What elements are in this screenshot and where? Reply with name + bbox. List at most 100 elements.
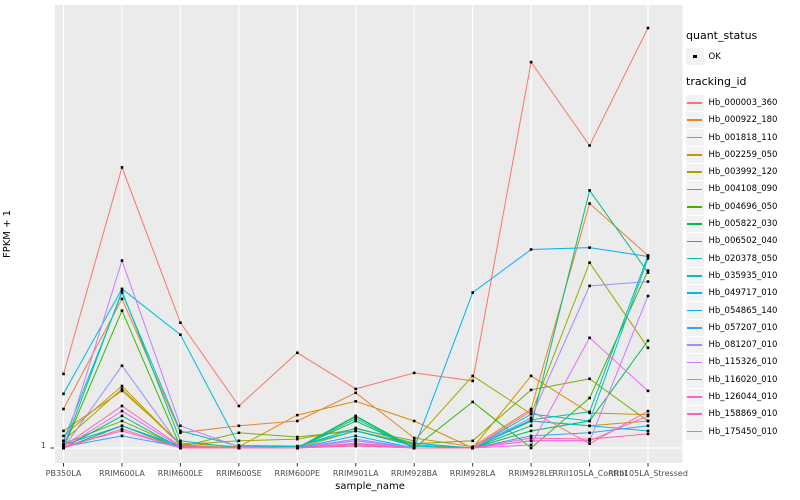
legend-key <box>686 250 704 267</box>
data-point <box>354 419 357 423</box>
data-point <box>120 434 124 438</box>
legend-item: Hb_000922_180 <box>686 111 798 129</box>
x-tick-label: PB350LA <box>45 469 82 478</box>
legend-key-line <box>687 430 703 433</box>
legend-key-line <box>687 136 703 139</box>
legend-item: Hb_003992_120 <box>686 163 798 181</box>
legend-key <box>686 146 704 164</box>
legend-key-line <box>687 102 703 104</box>
data-point <box>296 437 299 441</box>
data-point <box>354 437 357 441</box>
legend-tracking-id-items: Hb_000003_360 Hb_000922_180 Hb_001818_110 H… <box>686 94 798 440</box>
legend-label: Hb_126044_010 <box>708 391 778 402</box>
data-point <box>646 280 650 283</box>
legend-item: Hb_004696_050 <box>686 198 798 215</box>
data-point <box>588 442 591 445</box>
data-point <box>471 439 474 443</box>
data-point <box>529 439 533 443</box>
data-point <box>412 441 416 445</box>
legend-item: Hb_116020_010 <box>686 371 798 388</box>
legend-label: Hb_002259_050 <box>708 149 778 160</box>
data-point <box>412 439 416 443</box>
data-point <box>62 446 65 450</box>
legend-key <box>686 129 704 146</box>
legend-key-line <box>687 344 703 346</box>
data-point <box>120 409 124 413</box>
data-point <box>120 291 124 294</box>
data-point <box>529 388 533 392</box>
plot-panel <box>55 5 683 463</box>
x-axis-title: sample_name <box>335 481 405 492</box>
legend-item: Hb_004108_090 <box>686 181 798 198</box>
x-tick-label: RRIM600LA <box>99 469 145 478</box>
data-point <box>646 414 650 418</box>
data-point <box>354 415 357 418</box>
data-point <box>237 446 241 450</box>
legend-item: Hb_081207_010 <box>686 336 798 354</box>
data-point <box>529 248 533 251</box>
legend-key <box>686 319 704 337</box>
data-point <box>588 144 591 147</box>
data-point <box>296 413 299 417</box>
data-point <box>120 429 124 433</box>
legend-label: Hb_006502_040 <box>708 236 778 247</box>
legend-key <box>686 302 704 319</box>
data-point <box>646 419 650 423</box>
legend-key <box>686 406 704 423</box>
legend-label: Hb_175450_010 <box>708 426 778 437</box>
data-point <box>529 429 533 433</box>
data-point <box>120 259 124 262</box>
legend-item: Hb_001818_110 <box>686 129 798 146</box>
data-point <box>179 321 182 324</box>
legend-title-quant-status: quant_status <box>686 29 758 42</box>
data-point <box>646 432 650 436</box>
data-point <box>412 419 416 423</box>
data-point <box>529 416 533 420</box>
x-tick-label: RRII105LA_Stressed <box>608 469 688 478</box>
legend-item: Hb_035935_010 <box>686 267 798 285</box>
data-point <box>296 435 299 439</box>
data-point <box>412 436 416 440</box>
data-point <box>646 255 650 258</box>
legend-key-line <box>687 292 703 294</box>
data-point <box>120 309 124 312</box>
legend-label: Hb_003992_120 <box>708 167 778 178</box>
legend-key <box>686 423 704 440</box>
legend-key <box>686 215 704 233</box>
legend-item: Hb_175450_010 <box>686 423 798 440</box>
data-point <box>120 427 124 431</box>
legend-label: Hb_054865_140 <box>708 305 778 316</box>
legend-key-line <box>687 171 703 173</box>
data-point <box>646 339 650 342</box>
data-point <box>646 389 650 393</box>
legend-key-line <box>687 154 703 156</box>
data-point <box>529 424 533 428</box>
legend-item: Hb_006502_040 <box>686 233 798 250</box>
data-point <box>62 407 65 411</box>
legend-label: Hb_004108_090 <box>708 184 778 195</box>
data-point <box>588 410 591 414</box>
data-point <box>646 409 650 413</box>
legend-key-line <box>687 275 703 277</box>
legend-label: Hb_004696_050 <box>708 201 778 212</box>
legend-label: Hb_001818_110 <box>708 132 778 143</box>
data-point <box>354 434 357 438</box>
legend-label: Hb_035935_010 <box>708 270 778 281</box>
data-point <box>179 431 182 435</box>
data-point <box>529 412 533 416</box>
data-point <box>354 426 357 430</box>
data-point <box>412 371 416 375</box>
data-point <box>588 396 591 400</box>
data-point <box>62 372 65 376</box>
legend-item: Hb_049717_010 <box>686 284 798 302</box>
legend-key <box>686 371 704 388</box>
x-tick-label: RRII105LA_Control <box>552 469 627 478</box>
legend-label: Hb_020378_050 <box>708 253 778 264</box>
data-point <box>179 444 182 448</box>
legend-item: Hb_057207_010 <box>686 319 798 337</box>
data-point <box>646 346 650 350</box>
ok-point-icon <box>692 54 697 59</box>
legend-key-line <box>687 413 703 416</box>
legend-key-line <box>687 257 703 260</box>
